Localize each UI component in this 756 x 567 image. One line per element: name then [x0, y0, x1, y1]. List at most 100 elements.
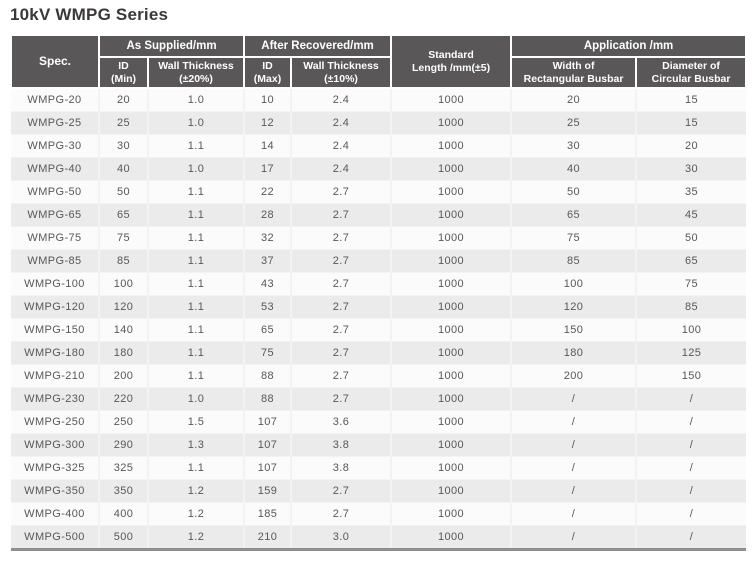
col-header-id-min: ID (Min)	[98, 56, 149, 89]
cell-wall-thickness-10: 2.7	[290, 226, 392, 250]
col-header-diameter-circular-busbar: Diameter of Circular Busbar	[635, 56, 748, 89]
cell-spec: WMPG-325	[11, 456, 99, 480]
cell-wall-thickness-20: 1.1	[146, 364, 245, 388]
table-row: WMPG-65 65 1.1 28 2.7 1000 65 45	[11, 203, 747, 227]
cell-width-rectangular-busbar: 65	[510, 203, 637, 227]
cell-spec: WMPG-100	[11, 272, 99, 296]
cell-wall-thickness-10: 2.7	[290, 249, 392, 273]
cell-wall-thickness-20: 1.1	[146, 180, 245, 204]
cell-id-min: 100	[98, 272, 148, 296]
cell-width-rectangular-busbar: 75	[510, 226, 637, 250]
col-header-standard-length: Standard Length /mm(±5)	[390, 34, 513, 89]
table-row: WMPG-150 140 1.1 65 2.7 1000 150 100	[11, 318, 747, 342]
cell-wall-thickness-10: 2.4	[290, 88, 392, 112]
cell-wall-thickness-10: 3.8	[290, 456, 392, 480]
cell-standard-length: 1000	[390, 525, 512, 550]
table-row: WMPG-250 250 1.5 107 3.6 1000 / /	[11, 410, 747, 434]
cell-id-min: 500	[98, 525, 148, 550]
cell-id-min: 120	[98, 295, 148, 319]
table-row: WMPG-210 200 1.1 88 2.7 1000 200 150	[11, 364, 747, 388]
cell-standard-length: 1000	[390, 410, 512, 434]
cell-standard-length: 1000	[390, 249, 512, 273]
cell-id-max: 107	[243, 456, 292, 480]
cell-wall-thickness-10: 2.7	[290, 272, 392, 296]
cell-standard-length: 1000	[390, 180, 512, 204]
cell-wall-thickness-20: 1.3	[146, 433, 245, 457]
cell-diameter-circular-busbar: 75	[635, 272, 747, 296]
cell-wall-thickness-10: 3.8	[290, 433, 392, 457]
cell-wall-thickness-20: 1.1	[146, 249, 245, 273]
cell-standard-length: 1000	[390, 157, 512, 181]
cell-standard-length: 1000	[390, 364, 512, 388]
cell-id-min: 75	[98, 226, 148, 250]
table-row: WMPG-500 500 1.2 210 3.0 1000 / /	[11, 525, 747, 550]
cell-diameter-circular-busbar: /	[635, 433, 747, 457]
cell-width-rectangular-busbar: 200	[510, 364, 637, 388]
table-row: WMPG-30 30 1.1 14 2.4 1000 30 20	[11, 134, 747, 158]
cell-width-rectangular-busbar: 40	[510, 157, 637, 181]
cell-width-rectangular-busbar: 120	[510, 295, 637, 319]
cell-width-rectangular-busbar: 150	[510, 318, 637, 342]
cell-id-min: 140	[98, 318, 148, 342]
cell-diameter-circular-busbar: 15	[635, 111, 747, 135]
cell-wall-thickness-20: 1.0	[146, 157, 245, 181]
cell-wall-thickness-10: 3.0	[290, 525, 392, 550]
cell-width-rectangular-busbar: /	[510, 456, 637, 480]
cell-standard-length: 1000	[390, 318, 512, 342]
cell-standard-length: 1000	[390, 456, 512, 480]
cell-spec: WMPG-75	[11, 226, 99, 250]
cell-wall-thickness-20: 1.1	[146, 341, 245, 365]
table-row: WMPG-100 100 1.1 43 2.7 1000 100 75	[11, 272, 747, 296]
cell-spec: WMPG-210	[11, 364, 99, 388]
cell-wall-thickness-20: 1.2	[146, 525, 245, 550]
table-row: WMPG-85 85 1.1 37 2.7 1000 85 65	[11, 249, 747, 273]
cell-diameter-circular-busbar: 15	[635, 88, 747, 112]
table-row: WMPG-325 325 1.1 107 3.8 1000 / /	[11, 456, 747, 480]
cell-spec: WMPG-25	[11, 111, 99, 135]
cell-standard-length: 1000	[390, 341, 512, 365]
cell-spec: WMPG-30	[11, 134, 99, 158]
cell-wall-thickness-10: 3.6	[290, 410, 392, 434]
table-row: WMPG-25 25 1.0 12 2.4 1000 25 15	[11, 111, 747, 135]
table-row: WMPG-50 50 1.1 22 2.7 1000 50 35	[11, 180, 747, 204]
cell-diameter-circular-busbar: 65	[635, 249, 747, 273]
cell-id-min: 180	[98, 341, 148, 365]
cell-id-max: 107	[243, 433, 292, 457]
cell-wall-thickness-20: 1.2	[146, 502, 245, 526]
table-row: WMPG-40 40 1.0 17 2.4 1000 40 30	[11, 157, 747, 181]
cell-spec: WMPG-250	[11, 410, 99, 434]
cell-diameter-circular-busbar: /	[635, 456, 747, 480]
cell-wall-thickness-10: 2.4	[290, 157, 392, 181]
cell-id-min: 40	[98, 157, 148, 181]
cell-width-rectangular-busbar: /	[510, 387, 637, 411]
cell-width-rectangular-busbar: 100	[510, 272, 637, 296]
cell-wall-thickness-10: 2.4	[290, 134, 392, 158]
cell-wall-thickness-10: 2.7	[290, 318, 392, 342]
cell-id-max: 28	[243, 203, 292, 227]
cell-id-max: 17	[243, 157, 292, 181]
cell-diameter-circular-busbar: 100	[635, 318, 747, 342]
col-group-application: Application /mm	[510, 34, 748, 58]
cell-id-min: 290	[98, 433, 148, 457]
cell-wall-thickness-20: 1.5	[146, 410, 245, 434]
cell-wall-thickness-10: 2.7	[290, 203, 392, 227]
spec-table: Spec. As Supplied/mm After Recovered/mm …	[10, 34, 748, 551]
cell-id-max: 43	[243, 272, 292, 296]
cell-wall-thickness-20: 1.0	[146, 88, 245, 112]
cell-id-max: 32	[243, 226, 292, 250]
cell-id-max: 210	[243, 525, 292, 550]
cell-id-max: 37	[243, 249, 292, 273]
cell-width-rectangular-busbar: 20	[510, 88, 637, 112]
col-header-wall-thickness-20: Wall Thickness (±20%)	[146, 56, 246, 89]
cell-id-min: 85	[98, 249, 148, 273]
col-group-after-recovered: After Recovered/mm	[243, 34, 393, 58]
cell-diameter-circular-busbar: 85	[635, 295, 747, 319]
cell-wall-thickness-20: 1.1	[146, 134, 245, 158]
cell-diameter-circular-busbar: /	[635, 525, 747, 550]
cell-id-min: 30	[98, 134, 148, 158]
cell-id-max: 65	[243, 318, 292, 342]
cell-wall-thickness-20: 1.1	[146, 295, 245, 319]
cell-spec: WMPG-40	[11, 157, 99, 181]
cell-wall-thickness-10: 2.7	[290, 502, 392, 526]
col-header-spec: Spec.	[10, 34, 100, 89]
